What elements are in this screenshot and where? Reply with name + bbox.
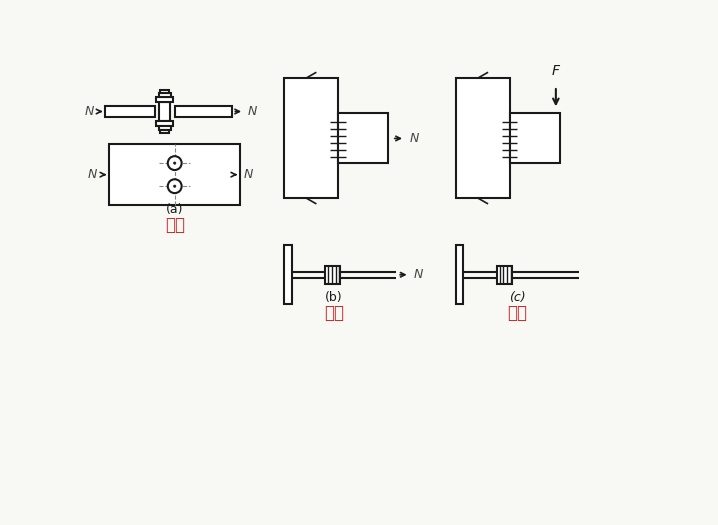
Bar <box>157 97 173 102</box>
Text: 受剪: 受剪 <box>164 216 185 234</box>
Bar <box>325 266 340 284</box>
Bar <box>284 246 292 304</box>
Text: $N$: $N$ <box>414 268 424 281</box>
Text: $N$: $N$ <box>247 105 258 118</box>
Bar <box>284 78 338 198</box>
Bar <box>159 126 171 130</box>
Text: $F$: $F$ <box>551 65 561 78</box>
Bar <box>106 106 156 117</box>
Text: $N$: $N$ <box>88 168 98 181</box>
Text: $N$: $N$ <box>409 132 420 145</box>
Text: (c): (c) <box>509 291 526 304</box>
Bar <box>174 106 233 117</box>
Text: (a): (a) <box>166 203 184 216</box>
Bar <box>160 130 169 133</box>
Text: 受拉: 受拉 <box>324 304 344 322</box>
Bar <box>109 144 240 205</box>
Bar <box>159 102 170 121</box>
Bar <box>157 121 173 126</box>
Text: $N$: $N$ <box>85 105 95 118</box>
Text: 拉剪: 拉剪 <box>508 304 527 322</box>
Bar <box>497 266 512 284</box>
Bar <box>456 78 510 198</box>
Bar <box>159 93 171 97</box>
Circle shape <box>168 179 182 193</box>
Bar <box>160 90 169 93</box>
Bar <box>510 113 560 163</box>
Circle shape <box>174 162 176 164</box>
Text: $N$: $N$ <box>243 168 254 181</box>
Bar <box>338 113 388 163</box>
Circle shape <box>174 185 176 187</box>
Text: (b): (b) <box>325 291 343 304</box>
Bar <box>456 246 463 304</box>
Circle shape <box>168 156 182 170</box>
